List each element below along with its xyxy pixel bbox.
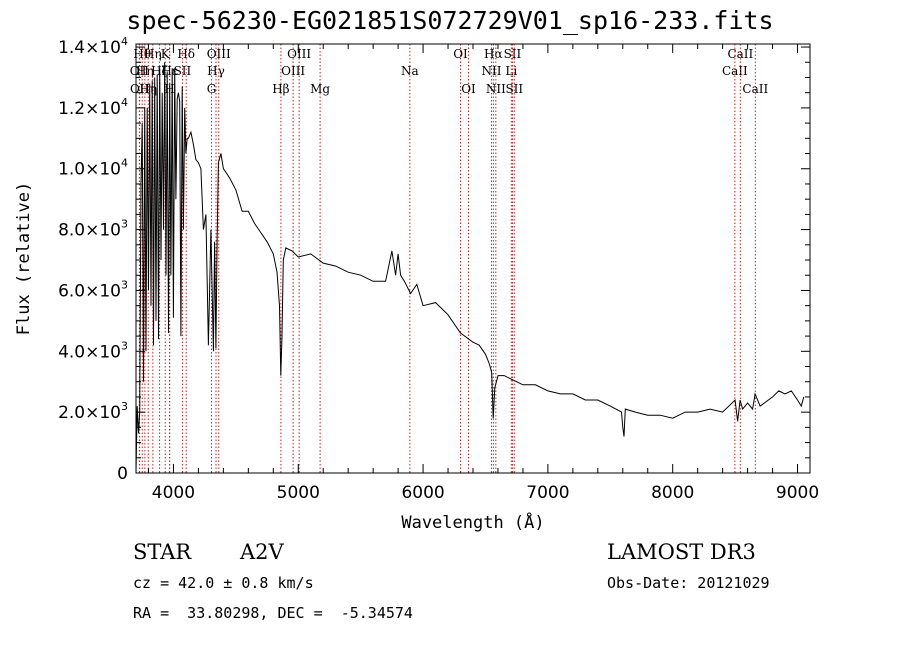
line-marker-label: Mg: [310, 82, 330, 96]
chart-title: spec-56230-EG021851S072729V01_sp16-233.f…: [126, 6, 774, 35]
object-class: STAR: [133, 540, 192, 564]
y-tick-label: 2.0×103: [58, 400, 128, 423]
axis-labels: 4000 5000 6000 7000 8000 9000 0 2.0×103 4.0×103 6…: [14, 35, 819, 533]
line-marker-label: Hε: [161, 64, 178, 78]
spectrum-line: [135, 62, 805, 474]
axis-ticks: [136, 44, 810, 474]
line-marker-label: OI: [453, 47, 468, 61]
line-marker-label: Hβ: [272, 82, 289, 96]
line-marker-label: NII: [481, 64, 501, 78]
line-marker-label: OII: [130, 82, 150, 96]
coordinates-text: RA = 33.80298, DEC = -5.34574: [133, 604, 413, 622]
y-tick-label: 1.0×104: [58, 157, 128, 180]
line-marker-label: OII: [130, 64, 150, 78]
y-tick-label: 6.0×103: [58, 278, 128, 301]
line-marker-label: OI: [461, 82, 476, 96]
line-marker-label: G: [207, 82, 217, 96]
y-tick-label: 1.4×104: [58, 35, 128, 58]
x-tick-label: 7000: [526, 483, 569, 503]
line-marker-label: OIII: [287, 47, 311, 61]
y-axis-label: Flux (relative): [14, 182, 34, 336]
x-tick-label: 9000: [776, 483, 819, 503]
x-tick-label: 5000: [277, 483, 320, 503]
line-marker-label: SII: [505, 82, 523, 96]
x-tick-label: 6000: [401, 483, 444, 503]
x-tick-label: 8000: [651, 483, 694, 503]
redshift-text: cz = 42.0 ± 0.8 km/s: [133, 574, 314, 592]
line-marker-label: Hη: [136, 64, 154, 78]
line-marker-label: CaII: [727, 47, 753, 61]
line-marker-label: Li: [505, 64, 517, 78]
plot-frame: [135, 43, 811, 474]
y-tick-label: 0: [117, 464, 128, 484]
line-markers: OIIOIIHθHηHηHηHζKHHεSIIHδGHγOIIIHβOIIIOI…: [130, 44, 768, 473]
line-marker-label: Na: [401, 64, 419, 78]
line-marker-label: CaII: [722, 64, 748, 78]
object-subclass: A2V: [240, 540, 284, 564]
y-tick-label: 1.2×104: [58, 96, 128, 119]
line-marker-label: Hα: [484, 47, 503, 61]
obs-date-text: Obs-Date: 20121029: [607, 574, 770, 592]
line-marker-label: SII: [504, 47, 522, 61]
line-marker-label: SII: [174, 64, 192, 78]
line-marker-label: OIII: [281, 64, 305, 78]
line-marker-label: OIII: [207, 47, 231, 61]
line-marker-label: Hγ: [207, 64, 225, 78]
line-marker-label: K: [161, 47, 171, 61]
x-axis-label: Wavelength (Å): [401, 511, 544, 533]
line-marker-label: Hθ: [133, 47, 151, 61]
y-tick-label: 4.0×103: [58, 339, 128, 362]
line-marker-label: Hδ: [177, 47, 195, 61]
line-marker-label: Hη: [144, 47, 162, 61]
line-marker-label: NII: [486, 82, 506, 96]
y-tick-label: 8.0×103: [58, 218, 128, 241]
survey-label: LAMOST DR3: [607, 540, 756, 564]
line-marker-label: CaII: [742, 82, 768, 96]
x-tick-label: 4000: [152, 483, 195, 503]
